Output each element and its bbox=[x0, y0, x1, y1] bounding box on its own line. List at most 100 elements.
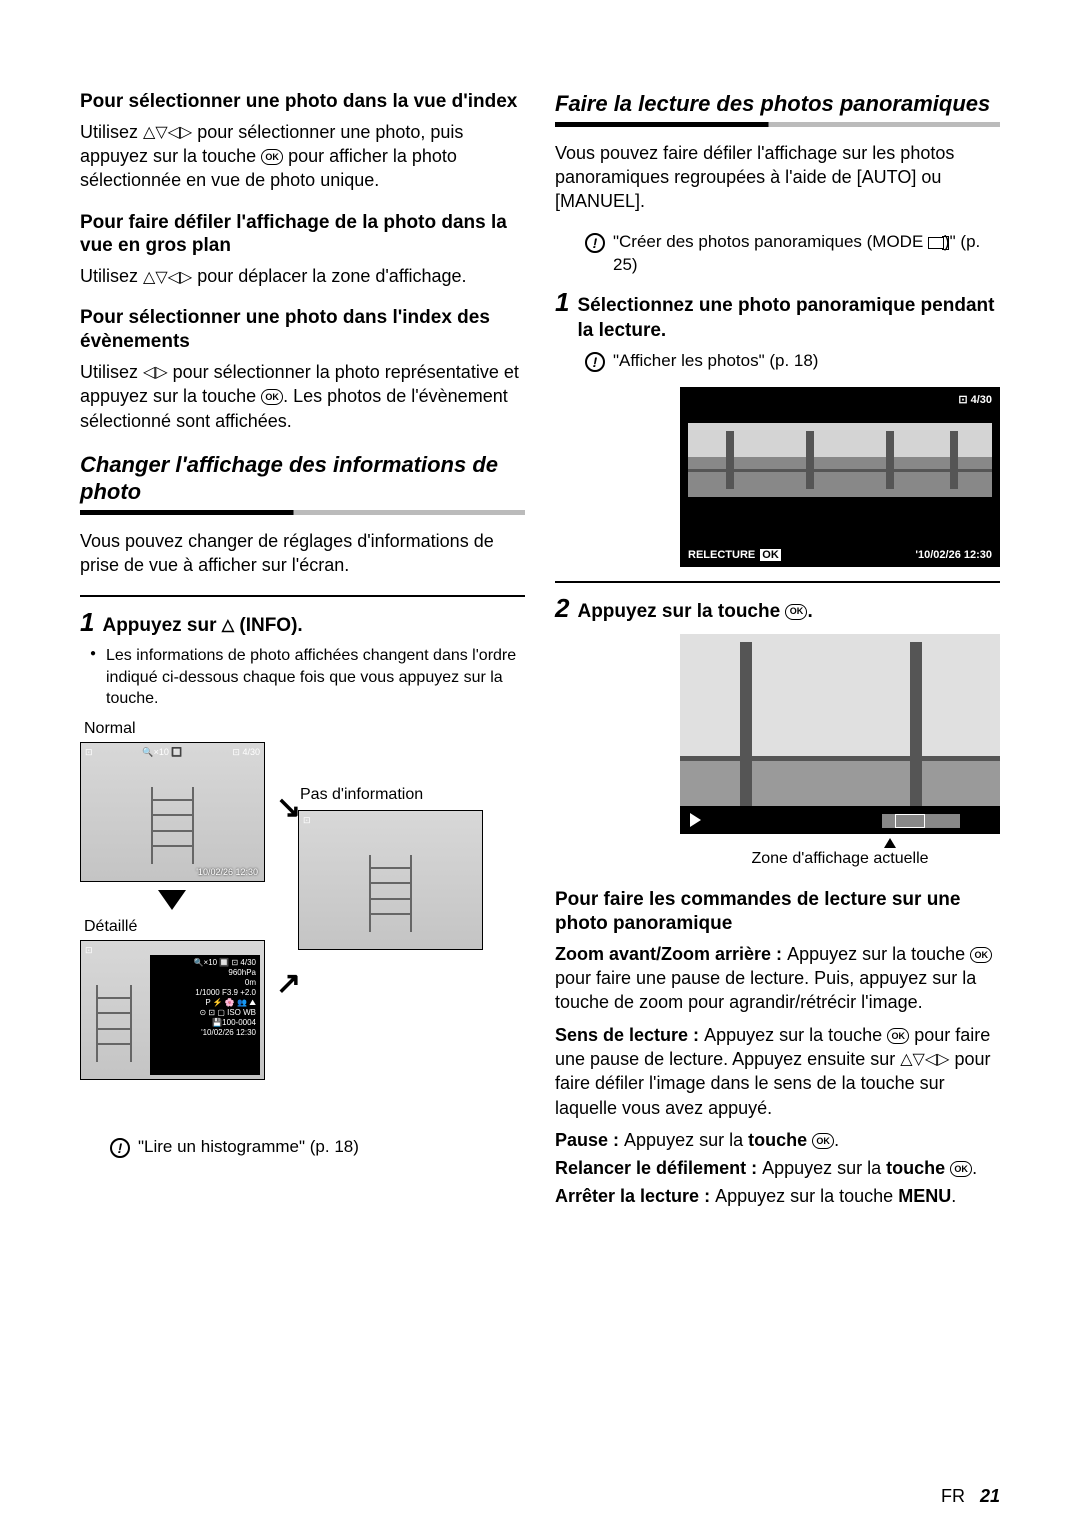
caption-block: Zone d'affichage actuelle bbox=[680, 838, 1000, 868]
overlay-tl: ⊡ bbox=[85, 945, 93, 956]
ok-button-icon: OK bbox=[970, 947, 992, 963]
label: touche bbox=[886, 1158, 950, 1178]
section-rule bbox=[555, 122, 1000, 127]
text: ⊡ 4/30 bbox=[232, 747, 260, 758]
text: Appuyez sur bbox=[102, 615, 221, 636]
note-text: "Lire un histogramme" (p. 18) bbox=[138, 1136, 359, 1159]
panorama-zoom-screen bbox=[680, 634, 1000, 834]
text: pour faire une pause de lecture. Puis, a… bbox=[555, 968, 976, 1012]
heading-scroll-closeup: Pour faire défiler l'affichage de la pho… bbox=[80, 211, 525, 259]
step-divider bbox=[555, 581, 1000, 583]
text: '10/02/26 12:30 bbox=[154, 1028, 256, 1038]
text: 0m bbox=[154, 978, 256, 988]
text: "Créer des photos panoramiques (MODE bbox=[613, 232, 928, 251]
ladder-icon bbox=[151, 787, 195, 864]
dpad-icon: △▽◁▷ bbox=[900, 1049, 949, 1071]
note-text: "Créer des photos panoramiques (MODE )" … bbox=[613, 231, 1000, 277]
label: Sens de lecture : bbox=[555, 1025, 704, 1045]
text: 960hPa bbox=[154, 968, 256, 978]
step-text: Appuyez sur la touche OK. bbox=[577, 600, 812, 625]
text: Utilisez bbox=[80, 362, 143, 382]
info-icon: ! bbox=[585, 233, 605, 253]
step-2-right: 2 Appuyez sur la touche OK. bbox=[555, 593, 1000, 625]
text: 1/1000 F3.9 +2.0 bbox=[154, 988, 256, 998]
text: Appuyez sur la touche bbox=[715, 1186, 898, 1206]
overlay-date: '10/02/26 12:30 bbox=[196, 867, 258, 877]
bridge-image bbox=[680, 634, 1000, 834]
step-1: 1 Appuyez sur △ (INFO). bbox=[80, 607, 525, 639]
counter: ⊡ 4/30 bbox=[958, 393, 992, 406]
text: Appuyez sur la touche bbox=[577, 601, 785, 622]
down-arrow-icon bbox=[158, 890, 186, 910]
diag-arrow-icon: ↘ bbox=[276, 790, 301, 825]
text: Appuyez sur la touche bbox=[787, 944, 970, 964]
para-pause: Pause : Appuyez sur la touche OK. bbox=[555, 1128, 1000, 1152]
text: Utilisez bbox=[80, 122, 143, 142]
label-detail: Détaillé bbox=[84, 918, 137, 936]
label-noinfo: Pas d'information bbox=[300, 786, 423, 804]
note-text: "Afficher les photos" (p. 18) bbox=[613, 350, 818, 373]
para-stop: Arrêter la lecture : Appuyez sur la touc… bbox=[555, 1184, 1000, 1208]
step-1-right: 1 Sélectionnez une photo panoramique pen… bbox=[555, 287, 1000, 343]
section-panorama-para: Vous pouvez faire défiler l'affichage su… bbox=[555, 141, 1000, 214]
lang-code: FR bbox=[941, 1486, 965, 1506]
label: touche bbox=[748, 1130, 812, 1150]
page-number: 21 bbox=[980, 1486, 1000, 1506]
text: P ⚡ 🌸 👥 ⛰ bbox=[154, 998, 256, 1008]
para-zoom: Zoom avant/Zoom arrière : Appuyez sur la… bbox=[555, 942, 1000, 1015]
label-normal: Normal bbox=[84, 720, 136, 738]
minimap-viewport bbox=[895, 814, 925, 828]
text: . bbox=[972, 1158, 977, 1178]
heading-select-event: Pour sélectionner une photo dans l'index… bbox=[80, 306, 525, 354]
overlay-tl: ⊡ bbox=[303, 815, 311, 826]
relecture-label: RELECTURE OK bbox=[688, 549, 781, 561]
bottom-bar bbox=[680, 806, 1000, 834]
right-column: Faire la lecture des photos panoramiques… bbox=[555, 90, 1000, 1213]
overlay-top: ⊡ 🔍×10 🔲 ⊡ 4/30 bbox=[85, 747, 260, 758]
info-icon: ! bbox=[585, 352, 605, 372]
note-histogram: ! "Lire un histogramme" (p. 18) bbox=[110, 1136, 525, 1159]
text: Appuyez sur la touche bbox=[704, 1025, 887, 1045]
para-select-event: Utilisez ◁▷ pour sélectionner la photo r… bbox=[80, 360, 525, 433]
ladder-icon bbox=[369, 855, 413, 932]
panorama-mode-icon bbox=[928, 237, 944, 249]
text: 🔍×10 🔲 bbox=[142, 747, 182, 758]
para-direction: Sens de lecture : Appuyez sur la touche … bbox=[555, 1023, 1000, 1120]
left-column: Pour sélectionner une photo dans la vue … bbox=[80, 90, 525, 1213]
text: (INFO). bbox=[234, 615, 303, 636]
section-rule bbox=[80, 510, 525, 515]
thumb-normal: ⊡ 🔍×10 🔲 ⊡ 4/30 '10/02/26 12:30 bbox=[80, 742, 265, 882]
heading-select-index: Pour sélectionner une photo dans la vue … bbox=[80, 90, 525, 114]
text: Appuyez sur la bbox=[762, 1158, 886, 1178]
thumb-noinfo: ⊡ bbox=[298, 810, 483, 950]
panorama-playback-screen: ⊡ 4/30 RELECTURE OK '10/02/26 12:30 bbox=[680, 387, 1000, 567]
up-icon: △ bbox=[222, 616, 234, 637]
dpad-icon: △▽◁▷ bbox=[143, 122, 192, 144]
pointer-up-icon bbox=[884, 838, 896, 848]
left-right-icon: ◁▷ bbox=[143, 362, 168, 384]
step-1-bullet: Les informations de photo affichées chan… bbox=[80, 645, 525, 710]
section-panorama: Faire la lecture des photos panoramiques bbox=[555, 90, 1000, 122]
text: ⊙ ⊡ ▢ ISO WB bbox=[154, 1008, 256, 1018]
text: ⊡ bbox=[85, 747, 93, 758]
page-footer: FR 21 bbox=[941, 1486, 1000, 1507]
caption: Zone d'affichage actuelle bbox=[680, 850, 1000, 868]
ok-button-icon: OK bbox=[261, 149, 283, 165]
date-label: '10/02/26 12:30 bbox=[915, 549, 992, 561]
ladder-icon bbox=[96, 985, 133, 1062]
para-resume: Relancer le défilement : Appuyez sur la … bbox=[555, 1156, 1000, 1180]
minimap bbox=[882, 814, 960, 828]
diag-arrow-icon: ↗ bbox=[276, 966, 301, 1001]
info-icon: ! bbox=[110, 1138, 130, 1158]
ok-button-icon: OK bbox=[261, 389, 283, 405]
text: pour déplacer la zone d'affichage. bbox=[192, 266, 466, 286]
note-display-photos: ! "Afficher les photos" (p. 18) bbox=[585, 350, 1000, 373]
label: Pause : bbox=[555, 1130, 624, 1150]
play-icon bbox=[690, 813, 701, 827]
label: Relancer le défilement : bbox=[555, 1158, 762, 1178]
two-column-layout: Pour sélectionner une photo dans la vue … bbox=[80, 90, 1000, 1213]
heading-pano-controls: Pour faire les commandes de lecture sur … bbox=[555, 888, 1000, 936]
page: Pour sélectionner une photo dans la vue … bbox=[0, 0, 1080, 1535]
ok-button-icon: OK bbox=[785, 604, 807, 620]
step-divider bbox=[80, 595, 525, 597]
